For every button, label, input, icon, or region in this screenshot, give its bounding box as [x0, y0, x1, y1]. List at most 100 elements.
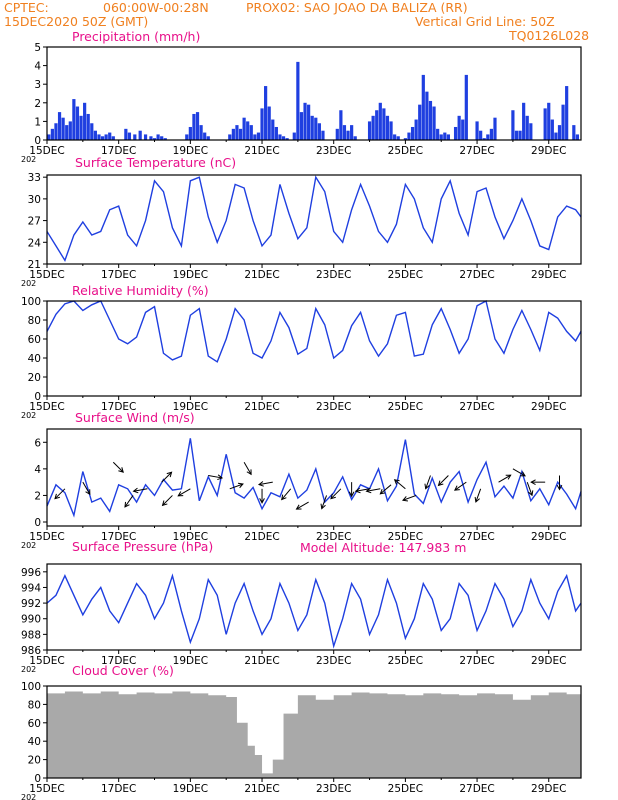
wind-arrow-head — [124, 501, 130, 508]
wind-arrow — [112, 461, 124, 473]
wind-arrow-head — [365, 487, 372, 494]
header-grid-note: Vertical Grid Line: 50Z — [415, 14, 555, 29]
wind-arrow-head — [530, 479, 536, 485]
precip-bar — [482, 138, 486, 140]
precip-bar — [335, 128, 339, 140]
wind-arrow — [380, 484, 392, 495]
precip-bar — [93, 130, 97, 140]
precip-bar — [242, 117, 246, 140]
precip-bar — [303, 102, 307, 140]
series-line-1 — [46, 175, 582, 262]
wind-arrow — [454, 481, 467, 491]
precip-bar — [160, 136, 164, 140]
precip-bar — [296, 61, 300, 140]
precip-bar — [446, 134, 450, 140]
cloud-cover-area — [47, 691, 581, 778]
panel-frame-0 — [46, 46, 582, 141]
wind-arrow — [82, 481, 91, 495]
x-tick-label: 29DEC — [531, 269, 566, 281]
precip-bar — [565, 86, 569, 140]
x-tick-label: 29DEC — [531, 531, 566, 543]
precip-bar — [421, 74, 425, 140]
header-coords: 060:00W-00:28N — [103, 0, 209, 15]
y-tick-label: 27 — [28, 216, 41, 228]
y-tick-label: 4 — [34, 61, 41, 73]
wind-arrow — [54, 488, 66, 500]
x-tick-label: 15DEC — [29, 531, 64, 543]
precip-bar — [138, 130, 142, 140]
precip-bar — [108, 132, 112, 140]
y-tick-label: 0 — [34, 517, 41, 529]
x-tick-label: 21DEC — [244, 531, 279, 543]
x-sub-label: 202 — [21, 279, 36, 288]
wind-arrow — [512, 468, 526, 477]
wind-arrow — [394, 479, 406, 490]
panel-title-1: Surface Temperature (nC) — [75, 155, 236, 170]
header-source: CPTEC: — [4, 0, 49, 15]
y-tick-label: 80 — [28, 699, 41, 711]
precip-bar — [514, 130, 519, 140]
precip-bar — [231, 128, 235, 140]
precip-bar — [86, 113, 90, 140]
precip-bar — [518, 130, 522, 140]
x-tick-label: 21DEC — [244, 783, 279, 795]
y-tick-label: 996 — [21, 567, 41, 579]
wind-arrow — [475, 488, 482, 503]
x-tick-label: 19DEC — [173, 269, 208, 281]
y-tick-label: 40 — [28, 736, 41, 748]
wind-arrow — [258, 481, 273, 486]
wind-arrow-head — [393, 479, 400, 485]
precip-bar — [127, 132, 132, 140]
precip-bar — [572, 125, 576, 140]
x-tick-label: 29DEC — [531, 401, 566, 413]
y-tick-label: 33 — [28, 172, 41, 184]
precip-bar — [575, 134, 580, 140]
y-tick-label: 0 — [34, 135, 41, 147]
precip-bar — [253, 134, 257, 140]
precip-bar — [339, 110, 343, 140]
precip-bar — [163, 138, 167, 140]
x-sub-label: 202 — [21, 155, 36, 164]
precip-bar — [264, 86, 268, 140]
wind-arrow-head — [217, 474, 224, 481]
series-line-4 — [46, 573, 582, 649]
x-tick-label: 29DEC — [531, 655, 566, 667]
precip-bar — [310, 115, 314, 140]
precip-bar — [292, 132, 296, 140]
x-tick-label: 25DEC — [388, 531, 423, 543]
panel-frame-3 — [46, 428, 582, 527]
y-tick-label: 1 — [34, 116, 41, 128]
x-tick-label: 15DEC — [29, 145, 64, 157]
wind-arrow — [133, 488, 148, 492]
precip-bar — [425, 91, 429, 140]
y-tick-label: 20 — [28, 372, 41, 384]
x-tick-label: 17DEC — [101, 269, 136, 281]
x-tick-label: 27DEC — [459, 401, 494, 413]
wind-arrow-head — [556, 484, 563, 491]
y-tick-label: 988 — [21, 629, 41, 641]
x-tick-label: 27DEC — [459, 783, 494, 795]
precip-bar — [403, 138, 407, 140]
y-tick-label: 994 — [21, 582, 41, 594]
precip-bar — [278, 134, 282, 140]
x-sub-label: 202 — [21, 411, 36, 420]
y-tick-label: 992 — [21, 598, 41, 610]
x-tick-label: 23DEC — [316, 783, 351, 795]
precip-bar — [281, 136, 286, 140]
x-sub-label: 202 — [21, 665, 36, 674]
x-tick-label: 17DEC — [101, 783, 136, 795]
precip-bar — [389, 121, 393, 140]
wind-arrow — [366, 488, 381, 492]
precip-bar — [203, 132, 207, 140]
precip-bar — [525, 115, 529, 140]
wind-arrow — [281, 488, 292, 500]
precip-bar — [428, 100, 433, 140]
wind-arrow-head — [354, 487, 361, 494]
x-tick-label: 15DEC — [29, 655, 64, 667]
x-tick-label: 27DEC — [459, 655, 494, 667]
precip-bar — [83, 102, 87, 140]
x-tick-label: 29DEC — [531, 783, 566, 795]
wind-arrow — [498, 474, 511, 483]
precip-bar — [100, 136, 105, 140]
x-tick-label: 23DEC — [316, 145, 351, 157]
